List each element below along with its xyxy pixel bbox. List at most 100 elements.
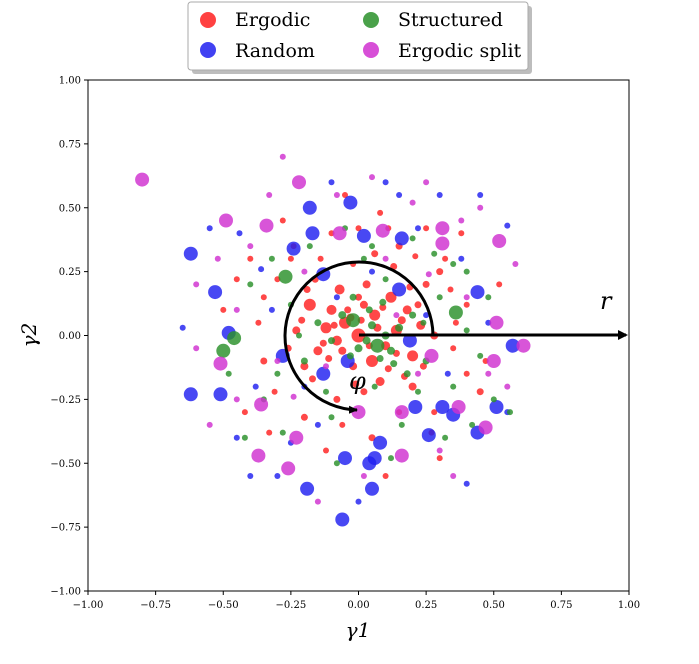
point-ergodic-split	[251, 448, 266, 463]
point-ergodic	[442, 255, 449, 262]
point-structured	[360, 255, 367, 262]
point-ergodic	[271, 388, 278, 395]
point-structured	[333, 460, 340, 467]
point-random	[505, 338, 520, 353]
series-random	[179, 179, 520, 527]
point-random	[373, 435, 388, 450]
point-ergodic	[220, 306, 227, 313]
point-ergodic-split	[135, 172, 150, 187]
point-ergodic-split	[485, 370, 492, 377]
point-ergodic	[344, 306, 352, 314]
data-points	[135, 153, 531, 527]
point-random	[333, 294, 340, 301]
point-structured	[328, 337, 335, 345]
legend-marker-random	[200, 42, 216, 58]
point-structured	[365, 306, 373, 314]
point-ergodic-split	[206, 421, 213, 428]
point-random	[183, 246, 198, 261]
point-ergodic-split	[423, 179, 430, 186]
point-ergodic-split	[281, 461, 296, 476]
point-ergodic	[331, 335, 342, 346]
point-ergodic	[300, 413, 308, 421]
point-ergodic-split	[436, 447, 443, 454]
point-ergodic	[362, 280, 371, 289]
point-ergodic	[382, 473, 389, 479]
x-tick-label: −0.50	[208, 600, 239, 611]
point-structured	[442, 434, 449, 441]
point-ergodic	[342, 192, 348, 198]
point-structured	[346, 313, 361, 328]
point-ergodic-split	[333, 192, 340, 198]
point-random	[423, 312, 430, 319]
point-ergodic	[414, 301, 422, 309]
point-ergodic-split	[289, 430, 304, 445]
legend-label-random: Random	[235, 40, 315, 62]
y-axis-label: γ2	[17, 323, 41, 348]
point-ergodic-split	[193, 281, 200, 288]
point-ergodic	[452, 319, 459, 326]
point-ergodic-split	[213, 356, 228, 371]
point-random	[396, 192, 403, 198]
point-structured	[274, 370, 281, 377]
point-structured	[450, 383, 457, 390]
point-ergodic	[333, 395, 341, 403]
point-structured	[314, 319, 322, 327]
point-ergodic-split	[219, 213, 233, 228]
point-random	[314, 421, 321, 428]
point-ergodic	[355, 225, 362, 232]
point-ergodic-split	[435, 221, 450, 236]
point-structured	[379, 298, 387, 306]
point-ergodic	[407, 350, 419, 362]
x-axis-label: γ1	[346, 618, 371, 642]
point-structured	[395, 323, 404, 332]
point-ergodic	[368, 434, 376, 442]
point-ergodic-split	[314, 498, 321, 505]
x-tick-label: −0.25	[276, 600, 307, 611]
point-structured	[382, 276, 389, 283]
point-structured	[225, 370, 232, 377]
point-ergodic	[385, 291, 397, 303]
point-random	[300, 481, 315, 496]
point-structured	[450, 261, 457, 267]
axis-ticks: −1.00 −0.75 −0.50 −0.25 0.00 0.25 0.50 0.75 1.00…	[50, 76, 640, 612]
x-tick-label: 0.25	[415, 600, 437, 611]
point-ergodic	[352, 380, 360, 388]
legend-label-structured: Structured	[398, 9, 503, 31]
point-ergodic	[384, 365, 392, 373]
point-ergodic-split	[247, 243, 254, 250]
point-ergodic	[323, 447, 329, 454]
point-ergodic-split	[382, 255, 389, 262]
point-ergodic	[338, 346, 347, 355]
point-ergodic-split	[233, 396, 240, 403]
point-ergodic	[463, 370, 470, 377]
point-structured	[507, 409, 513, 416]
legend-marker-ergodic-split	[363, 42, 379, 58]
point-ergodic	[266, 429, 273, 436]
point-ergodic	[313, 346, 323, 356]
point-random	[355, 498, 362, 505]
point-ergodic-split	[279, 153, 286, 160]
point-random	[338, 451, 352, 466]
point-structured	[403, 370, 411, 378]
point-ergodic-split	[259, 218, 274, 233]
point-ergodic-split	[451, 400, 466, 414]
point-structured	[362, 336, 371, 345]
point-ergodic-split	[375, 223, 390, 238]
series-ergodic-split	[135, 153, 531, 505]
point-ergodic	[412, 253, 419, 260]
point-ergodic	[496, 281, 503, 288]
point-structured	[463, 268, 470, 275]
point-structured	[370, 338, 385, 353]
point-random	[504, 222, 511, 229]
point-random	[356, 228, 371, 243]
point-ergodic	[436, 455, 443, 462]
x-tick-label: −1.00	[73, 600, 104, 611]
point-structured	[369, 243, 375, 250]
point-ergodic	[298, 316, 306, 324]
point-structured	[409, 235, 416, 242]
polar-annotation: r φ	[283, 260, 628, 414]
point-ergodic-split	[351, 405, 366, 420]
point-ergodic-split	[516, 338, 531, 353]
point-ergodic	[359, 300, 368, 309]
point-structured	[346, 352, 354, 360]
